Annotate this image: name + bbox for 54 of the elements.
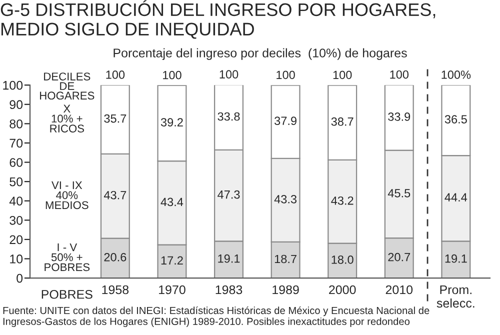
x-tick-label: 2000 bbox=[329, 285, 356, 294]
text: POBRES bbox=[42, 290, 92, 299]
y-tick-label: 60 bbox=[10, 158, 23, 167]
y-tick-label: 80 bbox=[10, 119, 23, 128]
y-tick-label: 90 bbox=[10, 100, 23, 110]
y-tick-label: 0 bbox=[16, 274, 23, 283]
series-label: I - V 50% + POBRES bbox=[44, 243, 90, 272]
x-tick-label: 1958 bbox=[102, 285, 129, 294]
x-tick-label: 1989 bbox=[272, 285, 299, 294]
data-label: 44.4 bbox=[444, 193, 468, 202]
total-label: 100 bbox=[390, 70, 409, 79]
y-tick-label: 50 bbox=[10, 177, 23, 186]
total-label: 100 bbox=[220, 70, 238, 79]
x-tick-label: Prom. selecc. bbox=[436, 285, 474, 308]
data-label: 43.2 bbox=[331, 196, 354, 205]
source-note: Fuente: UNITE con datos del INEGI: Estadísticas Históricas de México y Encuesta Nacional de Ingresos-Gastos de los Hogares (ENIGH) 1989-2010. Posibles inexactitudes por redondeo bbox=[3, 306, 430, 328]
data-label: 43.3 bbox=[274, 195, 297, 204]
data-label: 19.1 bbox=[218, 254, 240, 263]
data-label: 47.3 bbox=[218, 190, 240, 199]
x-tick-label: 2010 bbox=[386, 285, 413, 294]
data-label: 17.2 bbox=[161, 256, 183, 265]
total-label: 100 bbox=[333, 70, 352, 80]
data-label: 45.5 bbox=[388, 189, 410, 198]
series-label: VI - IX 40% MEDIOS bbox=[46, 181, 88, 210]
total-label: 100 bbox=[163, 70, 182, 80]
data-label: 43.4 bbox=[160, 198, 184, 206]
y-tick-label: 10 bbox=[10, 254, 23, 264]
data-label: 38.7 bbox=[331, 117, 354, 126]
data-label: 36.5 bbox=[444, 115, 467, 124]
data-label: 39.2 bbox=[160, 118, 183, 126]
chart-title: G-5 DISTRIBUCIÓN DEL INGRESO POR HOGARES, MEDIO SIGLO DE INEQUIDAD bbox=[0, 0, 436, 39]
y-tick-label: 70 bbox=[10, 138, 23, 148]
series-label: X 10% + RICOS bbox=[50, 104, 84, 132]
x-tick-label: 1983 bbox=[216, 285, 242, 294]
chart-subtitle: Porcentaje del ingreso por deciles (10%) de hogares bbox=[114, 48, 407, 60]
total-label: 100 bbox=[276, 70, 295, 80]
legend-title: DECILES DE HOGARES bbox=[40, 72, 94, 100]
y-tick-label: 20 bbox=[10, 235, 23, 244]
data-label: 18.0 bbox=[332, 255, 354, 264]
total-label: 100 bbox=[106, 70, 125, 79]
data-label: 43.7 bbox=[104, 190, 126, 200]
data-label: 20.6 bbox=[104, 252, 126, 262]
y-tick-label: 40 bbox=[9, 196, 23, 206]
data-label: 20.7 bbox=[388, 252, 410, 262]
total-label: 100% bbox=[442, 70, 471, 79]
data-label: 33.9 bbox=[388, 112, 410, 121]
data-label: 19.1 bbox=[445, 254, 467, 263]
y-tick-label: 100 bbox=[3, 80, 23, 90]
x-tick-label: 1970 bbox=[159, 285, 186, 294]
data-label: 35.7 bbox=[104, 114, 126, 123]
data-label: 37.9 bbox=[274, 116, 296, 126]
data-label: 18.7 bbox=[274, 254, 296, 264]
data-label: 33.8 bbox=[218, 112, 240, 121]
y-tick-label: 30 bbox=[10, 216, 23, 225]
